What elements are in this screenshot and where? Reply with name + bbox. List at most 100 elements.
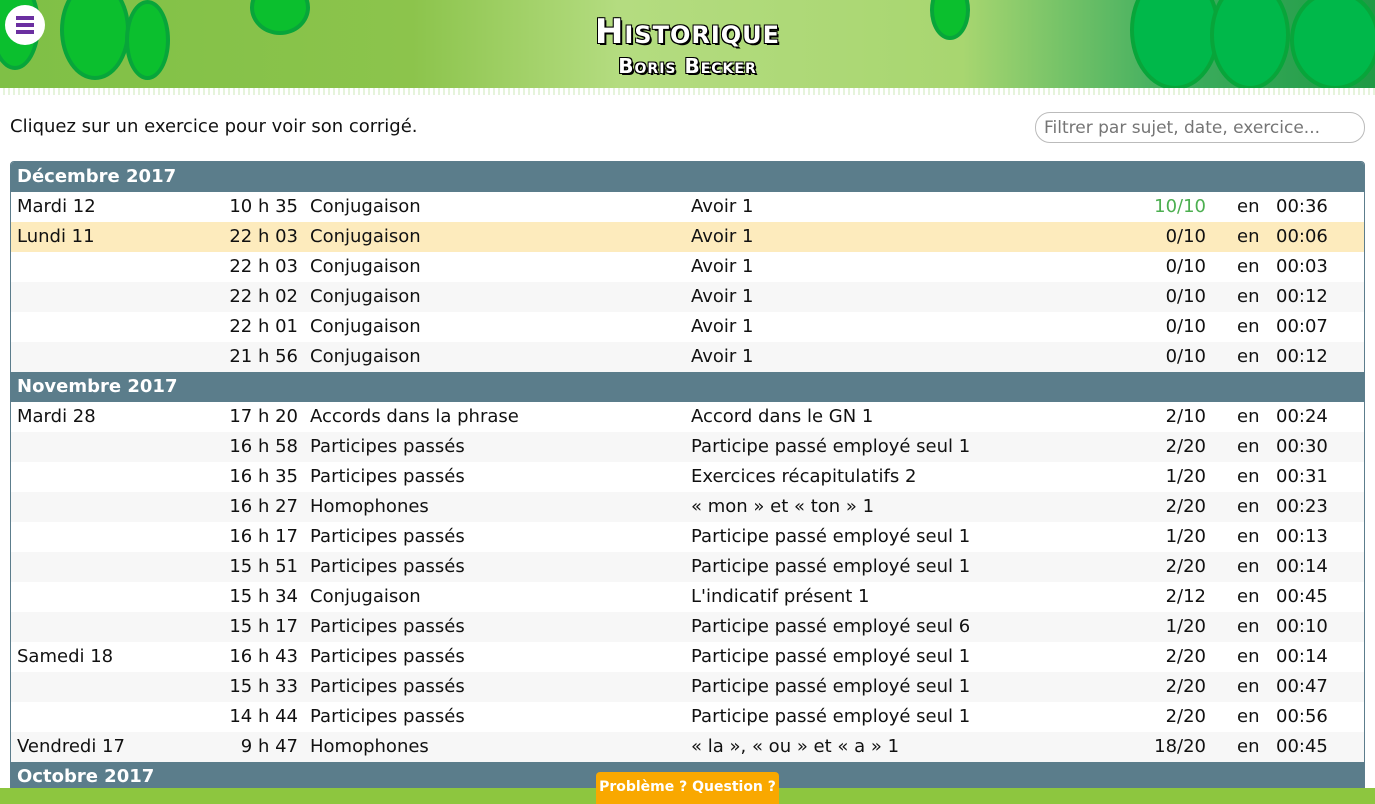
exercise-cell: Participe passé employé seul 1	[691, 676, 971, 697]
exercise-cell: Accord dans le GN 1	[691, 406, 874, 427]
exercise-cell: Participe passé employé seul 1	[691, 526, 971, 547]
table-row[interactable]: 15 h 17 Participes passés Participe passé …	[11, 612, 1364, 642]
score-cell: 2/20	[1165, 706, 1206, 727]
score-cell: 2/12	[1165, 586, 1206, 607]
table-row[interactable]: 16 h 27 Homophones « mon » et « ton » 1 2/2…	[11, 492, 1364, 522]
time-cell: 17 h 20	[229, 406, 298, 427]
subject-cell: Participes passés	[310, 616, 465, 637]
en-label: en	[1237, 226, 1260, 247]
duration-cell: 00:03	[1276, 256, 1328, 277]
subject-cell: Conjugaison	[310, 346, 421, 367]
en-label: en	[1237, 736, 1260, 757]
time-cell: 22 h 03	[229, 226, 298, 247]
hamburger-icon[interactable]	[5, 5, 45, 45]
day-cell: Vendredi 17	[17, 736, 125, 757]
table-row[interactable]: 16 h 17 Participes passés Participe passé …	[11, 522, 1364, 552]
duration-cell: 00:45	[1276, 736, 1328, 757]
exercise-cell: « mon » et « ton » 1	[691, 496, 875, 517]
en-label: en	[1237, 586, 1260, 607]
subject-cell: Participes passés	[310, 706, 465, 727]
exercise-cell: Participe passé employé seul 1	[691, 436, 971, 457]
en-label: en	[1237, 346, 1260, 367]
exercise-cell: L'indicatif présent 1	[691, 586, 870, 607]
day-cell: Samedi 18	[17, 646, 114, 667]
time-cell: 16 h 35	[229, 466, 298, 487]
table-row[interactable]: 14 h 44 Participes passés Participe passé …	[11, 702, 1364, 732]
score-cell: 10/10	[1154, 196, 1206, 217]
month-header: Novembre 2017	[11, 372, 1364, 402]
table-row[interactable]: Lundi 11 22 h 03 Conjugaison Avoir 1 0/10 en 0…	[11, 222, 1364, 252]
exercise-cell: Avoir 1	[691, 346, 754, 367]
table-row[interactable]: Mardi 28 17 h 20 Accords dans la phrase Acc…	[11, 402, 1364, 432]
header-banner: Historique Boris Becker	[0, 0, 1375, 95]
table-row[interactable]: 22 h 01 Conjugaison Avoir 1 0/10 en 00:07	[11, 312, 1364, 342]
duration-cell: 00:14	[1276, 646, 1328, 667]
subject-cell: Conjugaison	[310, 226, 421, 247]
duration-cell: 00:24	[1276, 406, 1328, 427]
help-button[interactable]: Problème ? Question ?	[596, 772, 779, 804]
en-label: en	[1237, 436, 1260, 457]
duration-cell: 00:14	[1276, 556, 1328, 577]
tree-decoration	[125, 0, 170, 80]
table-row[interactable]: 21 h 56 Conjugaison Avoir 1 0/10 en 00:12	[11, 342, 1364, 372]
time-cell: 15 h 34	[229, 586, 298, 607]
table-row[interactable]: 15 h 51 Participes passés Participe passé …	[11, 552, 1364, 582]
subject-cell: Conjugaison	[310, 196, 421, 217]
time-cell: 14 h 44	[229, 706, 298, 727]
exercise-cell: Avoir 1	[691, 196, 754, 217]
score-cell: 0/10	[1165, 316, 1206, 337]
duration-cell: 00:31	[1276, 466, 1328, 487]
en-label: en	[1237, 706, 1260, 727]
score-cell: 1/20	[1165, 466, 1206, 487]
time-cell: 15 h 33	[229, 676, 298, 697]
page-title: Historique	[594, 12, 781, 52]
table-row[interactable]: Mardi 12 10 h 35 Conjugaison Avoir 1 10/10 en…	[11, 192, 1364, 222]
subject-cell: Homophones	[310, 496, 429, 517]
table-row[interactable]: 22 h 03 Conjugaison Avoir 1 0/10 en 00:03	[11, 252, 1364, 282]
score-cell: 2/20	[1165, 436, 1206, 457]
score-cell: 2/20	[1165, 676, 1206, 697]
subject-cell: Participes passés	[310, 676, 465, 697]
intro-text: Cliquez sur un exercice pour voir son co…	[10, 116, 418, 137]
table-row[interactable]: Samedi 18 16 h 43 Participes passés Partici…	[11, 642, 1364, 672]
subject-cell: Participes passés	[310, 436, 465, 457]
table-row[interactable]: 16 h 35 Participes passés Exercices récapi…	[11, 462, 1364, 492]
en-label: en	[1237, 406, 1260, 427]
duration-cell: 00:13	[1276, 526, 1328, 547]
en-label: en	[1237, 496, 1260, 517]
duration-cell: 00:06	[1276, 226, 1328, 247]
exercise-cell: Participe passé employé seul 1	[691, 706, 971, 727]
subject-cell: Conjugaison	[310, 286, 421, 307]
en-label: en	[1237, 676, 1260, 697]
duration-cell: 00:30	[1276, 436, 1328, 457]
subject-cell: Homophones	[310, 736, 429, 757]
score-cell: 0/10	[1165, 346, 1206, 367]
table-row[interactable]: 16 h 58 Participes passés Participe passé …	[11, 432, 1364, 462]
table-row[interactable]: 15 h 34 Conjugaison L'indicatif présent 1 2…	[11, 582, 1364, 612]
day-cell: Mardi 12	[17, 196, 96, 217]
score-cell: 2/20	[1165, 556, 1206, 577]
exercise-cell: Avoir 1	[691, 316, 754, 337]
table-row[interactable]: Vendredi 17 9 h 47 Homophones « la », « ou …	[11, 732, 1364, 762]
time-cell: 16 h 17	[229, 526, 298, 547]
duration-cell: 00:36	[1276, 196, 1328, 217]
en-label: en	[1237, 256, 1260, 277]
subject-cell: Participes passés	[310, 526, 465, 547]
student-name: Boris Becker	[618, 54, 757, 78]
filter-input[interactable]	[1035, 112, 1365, 143]
score-cell: 1/20	[1165, 616, 1206, 637]
subject-cell: Participes passés	[310, 556, 465, 577]
en-label: en	[1237, 466, 1260, 487]
en-label: en	[1237, 316, 1260, 337]
time-cell: 22 h 01	[229, 316, 298, 337]
grass-edge	[0, 88, 1375, 95]
table-row[interactable]: 15 h 33 Participes passés Participe passé …	[11, 672, 1364, 702]
en-label: en	[1237, 526, 1260, 547]
time-cell: 15 h 17	[229, 616, 298, 637]
table-row[interactable]: 22 h 02 Conjugaison Avoir 1 0/10 en 00:12	[11, 282, 1364, 312]
subject-cell: Conjugaison	[310, 316, 421, 337]
duration-cell: 00:47	[1276, 676, 1328, 697]
en-label: en	[1237, 646, 1260, 667]
duration-cell: 00:12	[1276, 346, 1328, 367]
score-cell: 1/20	[1165, 526, 1206, 547]
